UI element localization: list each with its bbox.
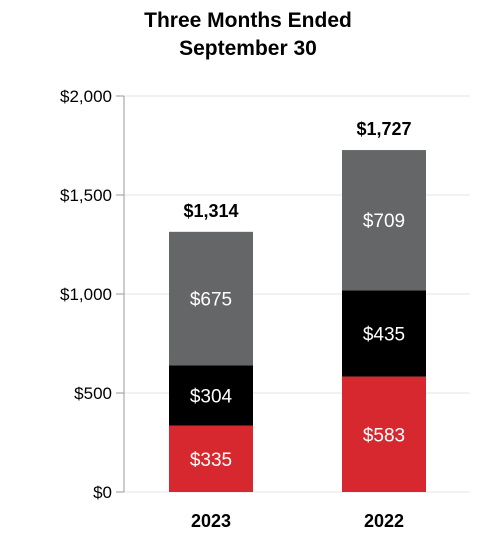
category-label-2022: 2022 (364, 511, 404, 531)
total-label-2022: $1,727 (356, 119, 411, 139)
segment-label-2023-1: $304 (190, 387, 233, 408)
segment-label-2022-0: $583 (363, 425, 405, 446)
segment-labels: $335 $304 $675 $583 $435 $709 (190, 211, 405, 471)
y-tick-label-1000: $1,000 (60, 285, 112, 304)
chart-title-line-1: Three Months Ended (144, 9, 352, 32)
bar-segment-2023-0 (169, 425, 253, 492)
y-tick-label-1500: $1,500 (60, 186, 112, 205)
segment-label-2022-2: $709 (363, 211, 405, 232)
bar-segment-2023-2 (169, 231, 253, 366)
y-tick-label-500: $500 (74, 384, 112, 403)
bars (169, 150, 426, 492)
bar-segment-2022-1 (342, 290, 426, 377)
bar-segment-2022-0 (342, 376, 426, 492)
category-label-2023: 2023 (191, 511, 231, 531)
segment-label-2023-0: $335 (190, 450, 232, 471)
chart-title-line-2: September 30 (179, 37, 317, 60)
bar-segment-2022-2 (342, 150, 426, 291)
y-tick-label-2000: $2,000 (60, 87, 112, 106)
total-labels: $1,314 $1,727 (183, 119, 411, 221)
x-axis-category-labels: 2023 2022 (191, 511, 404, 531)
segment-label-2022-1: $435 (363, 325, 405, 346)
bar-segment-2023-1 (169, 365, 253, 426)
segment-label-2023-2: $675 (190, 290, 232, 311)
y-axis-tick-labels: $0 $500 $1,000 $1,500 $2,000 (60, 87, 112, 502)
total-label-2023: $1,314 (183, 201, 238, 221)
y-tick-label-0: $0 (93, 483, 112, 502)
